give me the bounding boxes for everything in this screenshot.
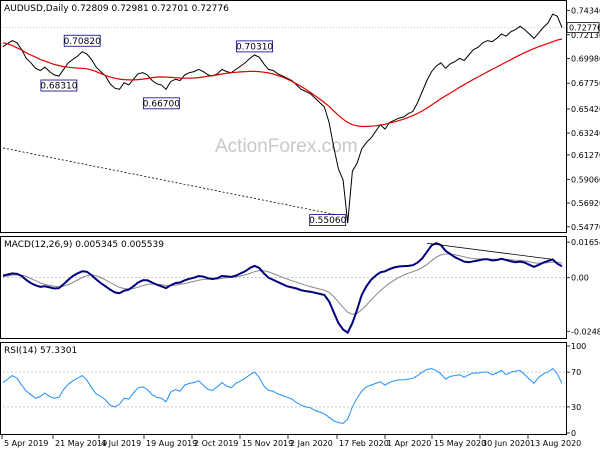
support-trendline	[2, 147, 348, 218]
macd-ytick-label: -0.02486	[571, 327, 600, 336]
xtick-label: 17 Feb 2020	[339, 439, 389, 448]
xtick-label: 15 Nov 2019	[242, 439, 293, 448]
price-series-line	[2, 13, 563, 224]
annotation-label: 0.55060	[309, 216, 346, 226]
last-price-box	[566, 22, 600, 34]
annotation-box	[142, 97, 180, 110]
rsi-ytick-label: 100	[571, 342, 586, 351]
price-annotation-0-68310: 0.68310	[40, 79, 78, 92]
rsi-series-line	[2, 367, 563, 424]
macd-ytick-label: 0.01654	[571, 238, 600, 247]
xtick-label: 15 May 2020	[434, 439, 486, 448]
last-price-label: 0.72776	[566, 22, 600, 34]
price-annotation-0-70310: 0.70310	[236, 40, 273, 53]
annotation-label: 0.70820	[64, 37, 101, 47]
price-panel-frame	[0, 0, 567, 233]
xtick-label: 21 May 2019	[55, 439, 107, 448]
xtick-label: 19 Aug 2019	[146, 439, 197, 448]
macd-series-macd	[2, 242, 563, 335]
xtick-label: 2 Oct 2019	[194, 439, 238, 448]
annotation-box	[63, 34, 101, 47]
annotation-label: 0.66700	[143, 99, 180, 109]
price-annotation-0-66700: 0.66700	[142, 97, 180, 110]
macd-panel-frame	[0, 236, 567, 339]
macd-series-signal	[2, 253, 563, 315]
rsi-panel-frame	[0, 342, 567, 435]
rsi-ytick-label: 0	[571, 429, 576, 438]
last-price-text: 0.72776	[569, 24, 600, 33]
annotation-box	[236, 40, 273, 53]
xtick-label: 30 Jun 2020	[482, 439, 530, 448]
macd-trendline	[426, 242, 553, 260]
annotation-box	[40, 79, 78, 92]
xtick-label: 13 Aug 2020	[530, 439, 581, 448]
xtick-label: 1 Apr 2020	[387, 439, 431, 448]
rsi-ytick-label: 30	[571, 403, 581, 412]
moving-average-line	[2, 38, 563, 128]
macd-panel-title: MACD(12,26,9) 0.005345 0.005539	[4, 240, 164, 250]
rsi-panel-title: RSI(14) 57.3301	[4, 346, 77, 356]
xtick-label: 5 Apr 2019	[4, 439, 48, 448]
price-panel-title: AUDUSD,Daily 0.72809 0.72981 0.72701 0.7…	[4, 4, 229, 14]
xtick-label: 2 Jan 2020	[290, 439, 333, 448]
price-annotation-0-55060: 0.55060	[309, 214, 347, 226]
macd-ytick-label: 0.00	[571, 274, 589, 283]
annotation-label: 0.70310	[236, 42, 273, 52]
rsi-ytick-label: 70	[571, 368, 581, 377]
watermark: ActionForex.com	[215, 136, 358, 157]
xtick-label: 4 Jul 2019	[101, 439, 141, 448]
annotation-box	[309, 214, 347, 226]
annotation-label: 0.68310	[40, 82, 77, 92]
price-annotation-0-70820: 0.70820	[63, 34, 101, 47]
